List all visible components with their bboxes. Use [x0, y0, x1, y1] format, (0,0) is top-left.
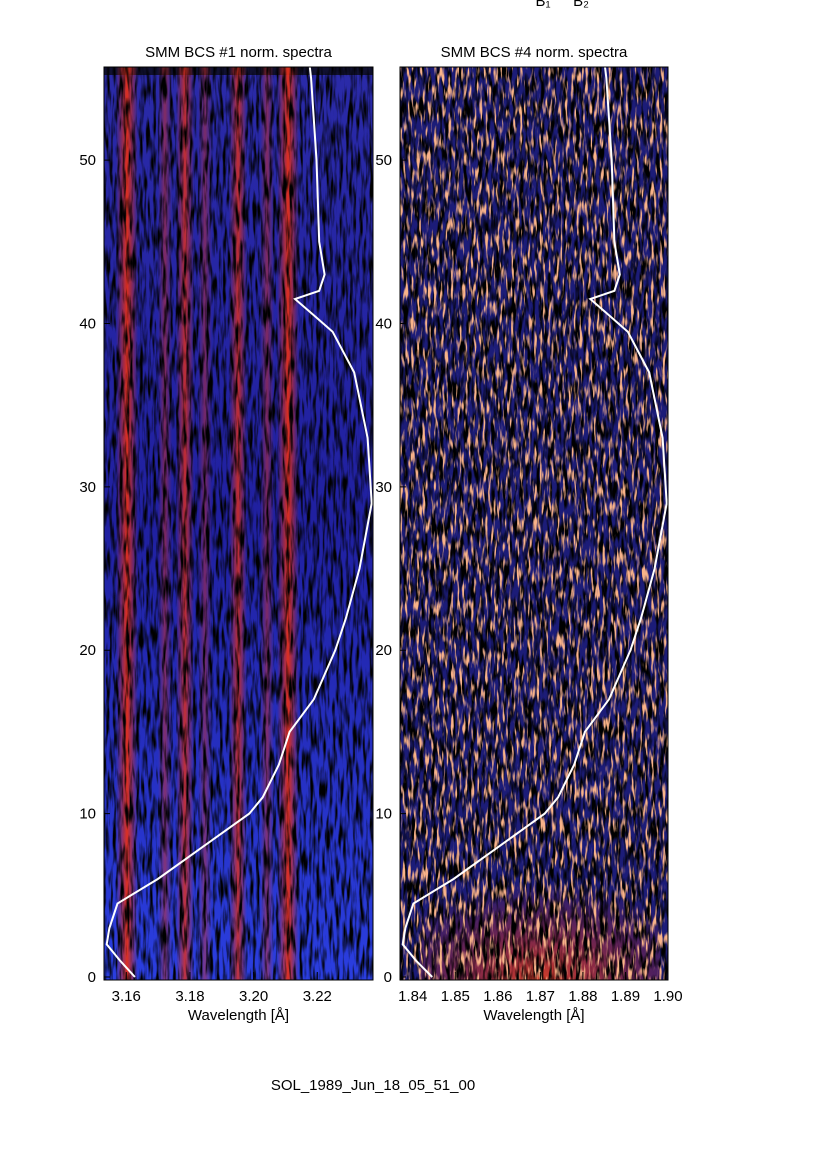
y-tick-label: 10	[79, 806, 96, 823]
spectrogram-image	[104, 67, 373, 980]
y-tick-label: 30	[79, 479, 96, 496]
x-axis-label: Wavelength [Å]	[483, 1007, 584, 1024]
x-tick-label: 1.85	[441, 988, 470, 1005]
x-tick-label: 1.88	[568, 988, 597, 1005]
light-curve	[401, 66, 668, 978]
spectrogram-image	[400, 67, 668, 980]
plot-frame	[103, 66, 374, 981]
x-tick-label: 1.90	[653, 988, 682, 1005]
y-tick-label: 20	[79, 642, 96, 659]
panel-title: SMM BCS #1 norm. spectra	[145, 44, 332, 61]
annotation: B₁	[535, 0, 550, 10]
y-tick-label: 50	[79, 152, 96, 169]
x-axis-label: Wavelength [Å]	[188, 1007, 289, 1024]
x-tick-label: 3.20	[239, 988, 268, 1005]
light-curve	[105, 66, 373, 978]
y-tick-label: 0	[384, 969, 392, 986]
panel-title: SMM BCS #4 norm. spectra	[441, 44, 628, 61]
annotation: B₂	[573, 0, 589, 10]
x-tick-label: 1.86	[483, 988, 512, 1005]
y-tick-label: 40	[79, 315, 96, 332]
y-tick-label: 0	[88, 969, 96, 986]
x-tick-label: 3.22	[303, 988, 332, 1005]
x-tick-label: 1.87	[526, 988, 555, 1005]
y-tick-label: 30	[375, 479, 392, 496]
y-tick-label: 20	[375, 642, 392, 659]
x-tick-label: 3.16	[112, 988, 141, 1005]
y-tick-label: 10	[375, 806, 392, 823]
plot-frame	[399, 66, 669, 981]
x-tick-label: 3.18	[175, 988, 204, 1005]
x-tick-label: 1.84	[398, 988, 427, 1005]
y-tick-label: 40	[375, 315, 392, 332]
y-tick-label: 50	[375, 152, 392, 169]
x-tick-label: 1.89	[611, 988, 640, 1005]
footer: SOL_1989_Jun_18_05_51_00	[271, 1077, 475, 1094]
